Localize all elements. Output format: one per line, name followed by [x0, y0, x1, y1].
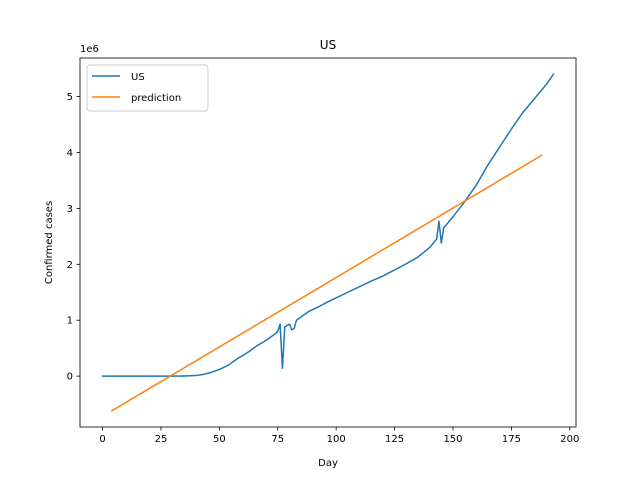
x-tick-label: 100	[327, 434, 346, 445]
plot-area	[101, 73, 555, 412]
plot-frame	[79, 57, 577, 428]
legend-label-US: US	[131, 72, 145, 83]
y-tick-label: 4	[67, 148, 73, 159]
series-line-US	[101, 73, 555, 377]
y-offset-text: 1e6	[80, 44, 99, 55]
y-tick-label: 1	[67, 316, 73, 327]
y-tick-label: 3	[67, 204, 73, 215]
x-tick-label: 200	[560, 434, 579, 445]
x-axis-label: Day	[318, 458, 338, 469]
x-tick-label: 150	[443, 434, 462, 445]
x-tick-label: 0	[99, 434, 105, 445]
legend-box	[86, 64, 209, 112]
chart-title: US	[320, 38, 336, 52]
x-tick-label: 25	[155, 434, 168, 445]
legend-label-prediction: prediction	[131, 93, 181, 104]
y-axis-label: Confirmed cases	[44, 201, 55, 284]
legend: US prediction	[86, 64, 209, 112]
y-tick-label: 5	[67, 92, 73, 103]
x-tick-label: 175	[502, 434, 521, 445]
series-line-prediction	[110, 154, 543, 412]
y-tick-label: 0	[67, 372, 73, 383]
x-tick-label: 125	[385, 434, 404, 445]
x-tick-label: 75	[271, 434, 284, 445]
axes: 0 25 50 75 100 125 150 175 200 0 1 2 3 4 5	[67, 92, 580, 445]
x-tick-label: 50	[213, 434, 226, 445]
y-tick-label: 2	[67, 260, 73, 271]
